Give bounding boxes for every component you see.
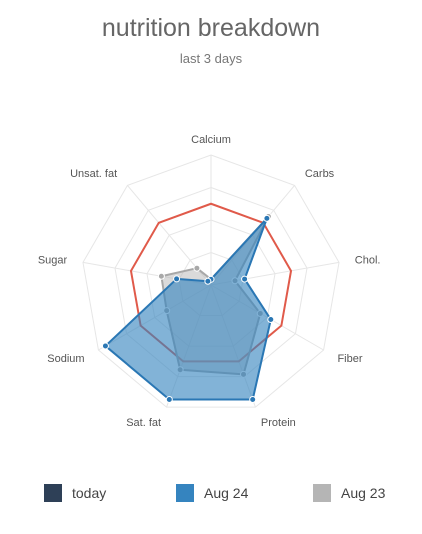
legend-item-aug-23[interactable]: Aug 23 <box>313 482 385 504</box>
point-aug-24-unsat-fat <box>204 277 212 285</box>
axis-label-carbs: Carbs <box>305 168 335 180</box>
series-area-aug-24 <box>104 217 272 401</box>
point-aug-23-sugar <box>157 272 165 280</box>
legend-swatch-aug-24 <box>176 484 194 502</box>
legend-label-today: today <box>72 485 107 501</box>
point-aug-24-sodium <box>101 342 109 350</box>
radar-chart: Calcium Carbs Chol. Fiber Protein Sat. fat Sod… <box>38 134 381 429</box>
point-aug-24-chol <box>241 275 249 283</box>
axis-labels: Calcium Carbs Chol. Fiber Protein Sat. fat Sod… <box>38 134 381 429</box>
legend-swatch-aug-23 <box>313 484 331 502</box>
axis-label-sodium: Sodium <box>47 353 84 365</box>
point-aug-24-sat-fat <box>165 396 173 404</box>
axis-label-sat-fat: Sat. fat <box>126 417 161 429</box>
point-aug-24-sugar <box>173 275 181 283</box>
axis-label-unsat-fat: Unsat. fat <box>70 168 117 180</box>
chart-subtitle: last 3 days <box>179 51 243 66</box>
point-aug-23-unsat-fat <box>193 264 201 272</box>
grid-ring-4 <box>82 154 340 408</box>
legend-label-aug-24: Aug 24 <box>204 485 249 501</box>
legend: today Aug 24 Aug 23 <box>0 482 422 506</box>
legend-swatch-today <box>44 484 62 502</box>
chart-title: nutrition breakdown <box>101 14 321 42</box>
axis-label-fiber: Fiber <box>337 353 362 365</box>
point-aug-24-fiber <box>267 316 275 324</box>
legend-item-today[interactable]: today <box>44 482 106 504</box>
point-aug-24-protein <box>249 396 257 404</box>
axis-label-chol: Chol. <box>355 255 381 267</box>
axis-label-protein: Protein <box>261 417 296 429</box>
point-aug-24-carbs <box>263 214 271 222</box>
legend-item-aug-24[interactable]: Aug 24 <box>176 482 248 504</box>
legend-label-aug-23: Aug 23 <box>341 485 386 501</box>
axis-label-calcium: Calcium <box>191 134 231 146</box>
series-layer <box>101 213 275 404</box>
axis-label-sugar: Sugar <box>38 255 68 267</box>
